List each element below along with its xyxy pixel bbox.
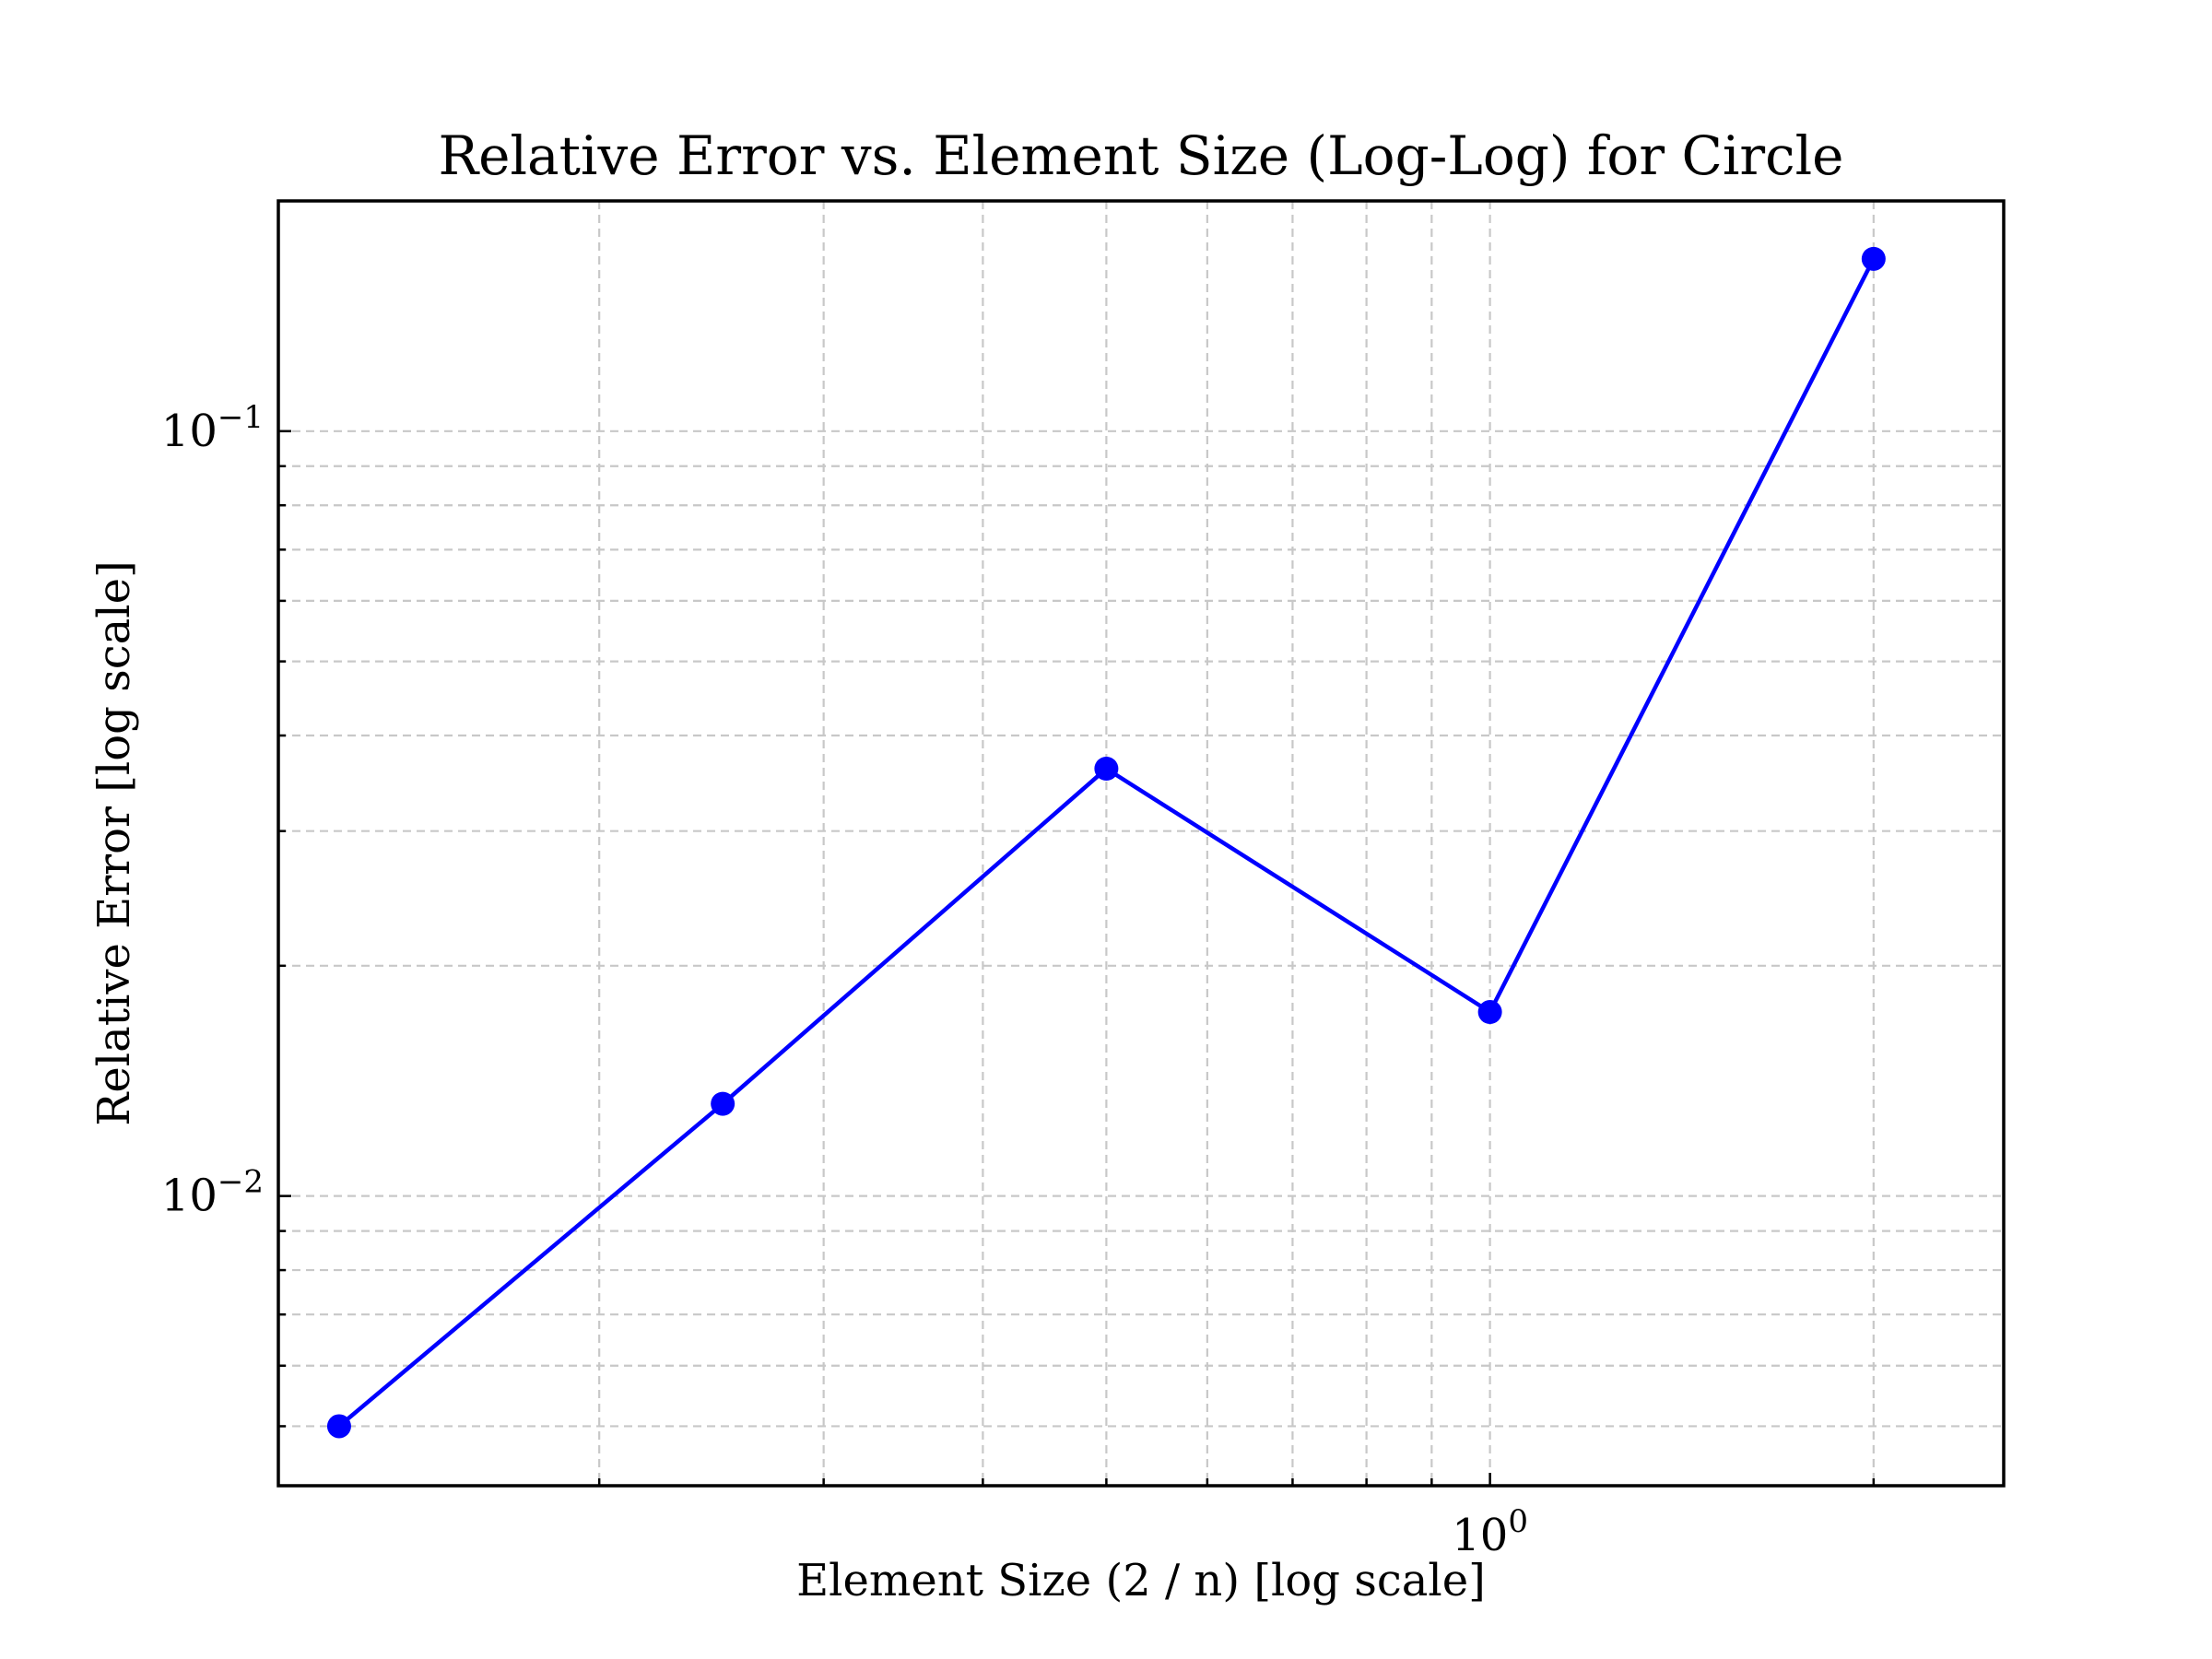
data-point — [326, 1414, 351, 1439]
data-point — [1477, 1000, 1502, 1025]
data-series — [326, 246, 1886, 1439]
chart-title: Relative Error vs. Element Size (Log-Log… — [439, 124, 1844, 187]
plot-frame — [276, 199, 2006, 1488]
y-axis-label: Relative Error [log scale] — [88, 560, 140, 1126]
tick-labels: 100 10−2 10−1 — [161, 399, 1528, 1561]
grid-lines — [278, 201, 2004, 1486]
x-tick-label: 100 — [1452, 1503, 1528, 1561]
data-point — [1094, 757, 1119, 782]
data-point — [711, 1091, 735, 1116]
y-tick-label: 10−1 — [161, 399, 264, 457]
x-axis-label: Element Size (2 / n) [log scale] — [796, 1555, 1486, 1606]
data-point — [1861, 246, 1886, 271]
y-tick-label: 10−2 — [161, 1164, 264, 1222]
